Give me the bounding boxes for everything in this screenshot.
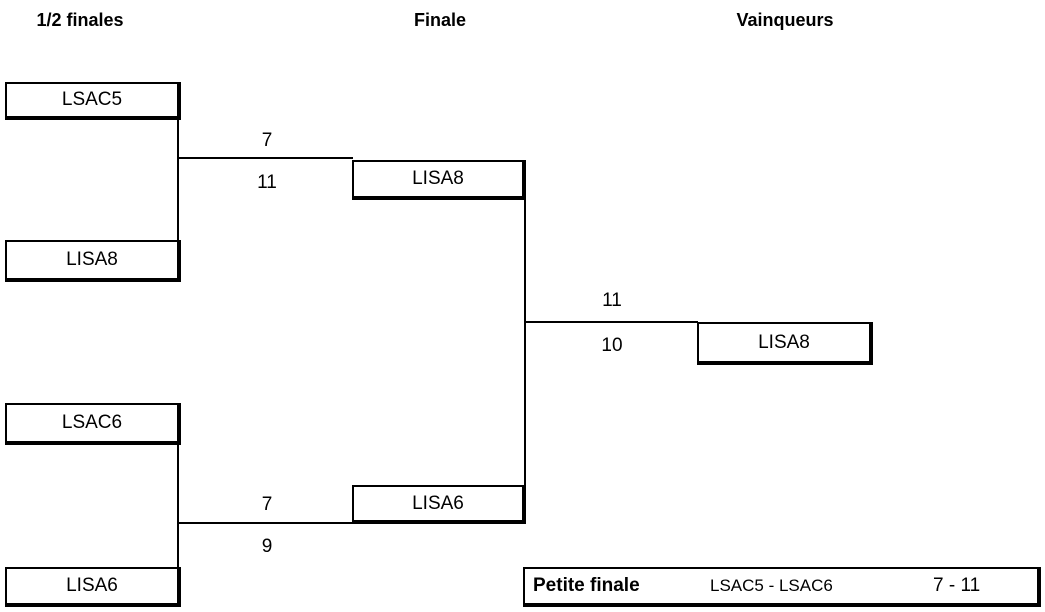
- third-place-match: LSAC5 - LSAC6: [710, 576, 833, 595]
- score: 9: [261, 536, 273, 557]
- connector: [177, 443, 179, 567]
- team-box: LSAC6: [5, 403, 181, 445]
- column-header: Finale: [413, 10, 467, 30]
- connector: [524, 321, 698, 323]
- score: 10: [601, 335, 623, 356]
- third-place-score: 7 - 11: [933, 575, 981, 596]
- team-box: LISA6: [352, 485, 526, 524]
- third-place-label: Petite finale: [533, 575, 640, 596]
- connector: [177, 522, 353, 524]
- team-box: LISA8: [5, 240, 181, 282]
- winner-box: LISA8: [697, 322, 873, 365]
- team-box: LSAC5: [5, 82, 181, 120]
- score: 11: [602, 290, 622, 311]
- connector: [177, 118, 179, 240]
- column-header: 1/2 finales: [36, 10, 124, 30]
- score: 11: [257, 172, 277, 193]
- team-box: LISA6: [5, 567, 181, 607]
- score: 7: [261, 494, 273, 515]
- score: 7: [261, 130, 273, 151]
- third-place-box: Petite finale LSAC5 - LSAC6 7 - 11: [523, 567, 1041, 607]
- team-box: LISA8: [352, 160, 526, 200]
- connector: [177, 157, 353, 159]
- column-header: Vainqueurs: [736, 10, 834, 30]
